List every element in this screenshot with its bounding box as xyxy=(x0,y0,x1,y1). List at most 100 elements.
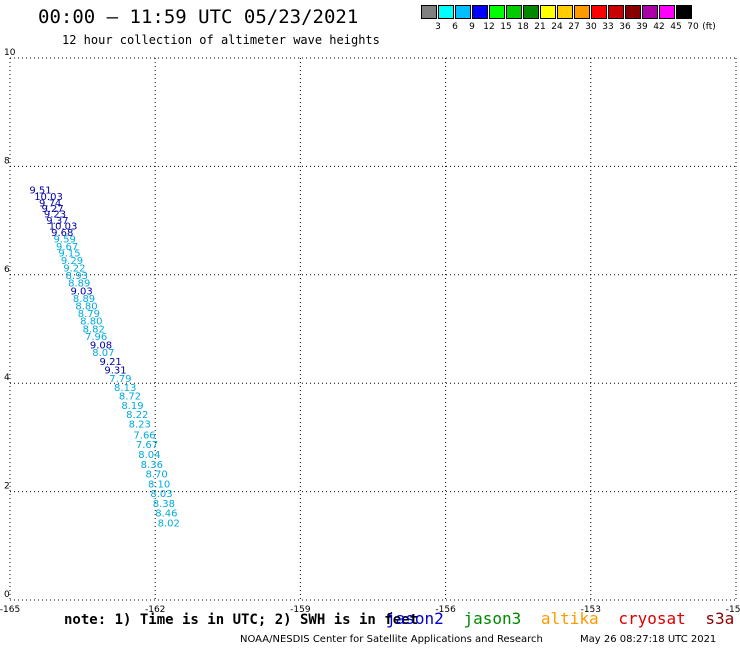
wave-height-label: 7.66 xyxy=(133,430,155,441)
scale-label-21: 21 xyxy=(534,22,546,32)
legend-jason3: jason3 xyxy=(463,609,522,628)
scale-swatch-6 xyxy=(438,5,454,19)
scale-unit: (ft) xyxy=(702,22,716,32)
scale-swatch-15 xyxy=(489,5,505,19)
scale-label-27: 27 xyxy=(568,22,580,32)
lon-tick--150: -150 xyxy=(726,605,740,615)
scale-swatch-21 xyxy=(523,5,539,19)
scale-label-12: 12 xyxy=(483,22,495,32)
wave-height-label: 9.27 xyxy=(41,204,63,215)
wave-height-label: 8.46 xyxy=(155,509,177,520)
legend-cryosat: cryosat xyxy=(618,609,686,628)
scale-label-70: 70 xyxy=(687,22,699,32)
wave-height-label: 8.80 xyxy=(75,301,97,312)
scale-swatch-24 xyxy=(540,5,556,19)
wave-height-label: 9.03 xyxy=(71,286,93,297)
lon-tick--162: -162 xyxy=(145,605,165,615)
lat-tick-8: 8 xyxy=(4,156,10,166)
scale-label-42: 42 xyxy=(653,22,665,32)
wave-height-label: 9.74 xyxy=(39,199,61,210)
lon-tick--165: -165 xyxy=(0,605,20,615)
wave-height-label: 9.22 xyxy=(63,264,85,275)
wave-height-label: 9.37 xyxy=(46,216,68,227)
scale-swatch-45 xyxy=(659,5,675,19)
wave-height-label: 8.93 xyxy=(66,271,88,282)
wave-height-label: 8.79 xyxy=(78,309,100,320)
lat-tick-0: 0 xyxy=(4,590,10,600)
wave-height-label: 9.08 xyxy=(90,341,112,352)
wave-height-label: 7.67 xyxy=(136,440,158,451)
wave-height-label: 8.89 xyxy=(73,294,95,305)
wave-height-label: 9.15 xyxy=(58,248,80,259)
lon-tick--156: -156 xyxy=(435,605,456,615)
wave-height-label: 8.23 xyxy=(129,420,151,431)
scale-swatch-39 xyxy=(625,5,641,19)
page-subtitle: 12 hour collection of altimeter wave hei… xyxy=(62,33,380,47)
page-title: 00:00 — 11:59 UTC 05/23/2021 xyxy=(38,6,359,28)
scale-swatch-36 xyxy=(608,5,624,19)
wave-height-label: 7.79 xyxy=(109,374,131,385)
wave-height-label: 8.22 xyxy=(126,410,148,421)
scale-label-36: 36 xyxy=(619,22,631,32)
wave-height-label: 9.59 xyxy=(54,234,76,245)
legend-jason2: jason2 xyxy=(386,609,444,628)
wave-height-label: 8.13 xyxy=(114,383,136,394)
wave-height-label: 9.29 xyxy=(61,256,83,267)
wave-height-label: 8.36 xyxy=(141,460,163,471)
scale-swatch-18 xyxy=(506,5,522,19)
wave-height-label: 7.96 xyxy=(85,332,107,343)
scale-label-45: 45 xyxy=(670,22,682,32)
scale-label-39: 39 xyxy=(636,22,648,32)
footer-note: note: 1) Time is in UTC; 2) SWH is in fe… xyxy=(64,612,419,628)
scale-label-3: 3 xyxy=(435,22,441,32)
wave-height-label: 8.89 xyxy=(68,279,90,290)
wave-height-label: 8.19 xyxy=(121,401,143,412)
scale-swatch-3 xyxy=(421,5,437,19)
legend-s3a: s3a xyxy=(705,609,735,628)
satellite-legend: jason2 jason3 altika cryosat s3a xyxy=(386,609,740,628)
scale-label-24: 24 xyxy=(551,22,563,32)
scale-swatch-70 xyxy=(676,5,692,19)
wave-height-label: 9.31 xyxy=(104,365,126,376)
lon-tick--159: -159 xyxy=(290,605,311,615)
scale-label-15: 15 xyxy=(500,22,512,32)
wave-height-label: 8.80 xyxy=(80,317,102,328)
credit-text: NOAA/NESDIS Center for Satellite Applica… xyxy=(240,634,543,645)
wave-height-label: 8.02 xyxy=(158,518,180,529)
scale-swatch-42 xyxy=(642,5,658,19)
lat-tick-10: 10 xyxy=(4,48,16,58)
scale-label-9: 9 xyxy=(469,22,475,32)
wave-height-label: 8.82 xyxy=(83,324,105,335)
wave-height-label: 10.03 xyxy=(49,221,78,232)
scale-swatch-9 xyxy=(455,5,471,19)
lat-tick-2: 2 xyxy=(4,482,10,492)
lat-tick-6: 6 xyxy=(4,265,10,275)
wave-height-label: 8.38 xyxy=(153,499,175,510)
scale-swatch-33 xyxy=(591,5,607,19)
wave-height-label: 8.72 xyxy=(119,391,141,402)
wave-height-label: 9.68 xyxy=(51,228,73,239)
wave-height-label: 9.51 xyxy=(29,186,51,197)
wave-height-label: 8.04 xyxy=(138,450,160,461)
wave-height-label: 9.67 xyxy=(56,242,78,253)
wave-height-label: 10.03 xyxy=(34,192,63,203)
scale-label-30: 30 xyxy=(585,22,597,32)
wave-height-label: 9.23 xyxy=(44,209,66,220)
wave-height-label: 8.03 xyxy=(150,489,172,500)
legend-altika: altika xyxy=(540,609,599,628)
wave-height-label: 8.07 xyxy=(92,348,114,359)
lon-tick--153: -153 xyxy=(581,605,601,615)
lat-tick-4: 4 xyxy=(4,373,10,383)
scale-label-33: 33 xyxy=(602,22,614,32)
credit-timestamp: May 26 08:27:18 UTC 2021 xyxy=(580,634,717,645)
wave-height-label: 8.10 xyxy=(148,479,170,490)
wave-height-label: 8.70 xyxy=(146,470,168,481)
scale-swatch-12 xyxy=(472,5,488,19)
wave-height-label: 9.21 xyxy=(100,357,122,368)
scale-swatch-27 xyxy=(557,5,573,19)
scale-swatch-30 xyxy=(574,5,590,19)
scale-label-6: 6 xyxy=(452,22,458,32)
scale-label-18: 18 xyxy=(517,22,529,32)
